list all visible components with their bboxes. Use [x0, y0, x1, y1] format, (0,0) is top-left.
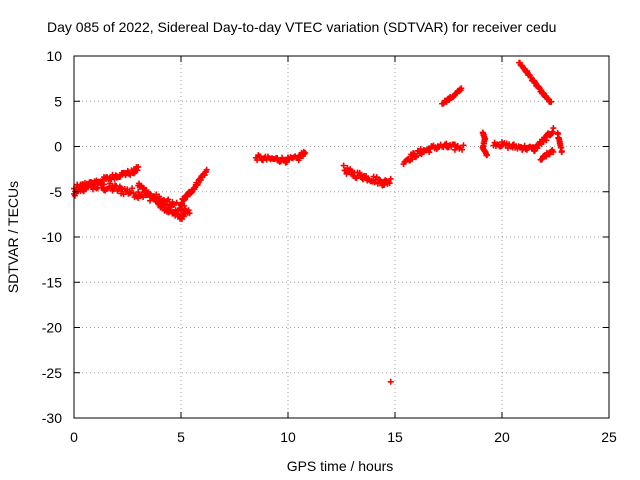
x-tick-label: 5 [177, 429, 185, 445]
data-point [203, 166, 210, 173]
x-tick-label: 15 [387, 429, 403, 445]
data-point [186, 210, 193, 217]
data-point [460, 142, 467, 149]
grid-lines [74, 56, 609, 418]
data-point [387, 175, 394, 182]
data-point [134, 167, 141, 174]
x-tick-labels: 0 5 10 15 20 25 [70, 429, 617, 445]
y-tick-label: 5 [54, 93, 62, 109]
data-point [538, 156, 545, 163]
y-tick-labels: -30 -25 -20 -15 -10 -5 0 5 10 [42, 48, 62, 426]
data-point [340, 162, 347, 169]
y-tick-label: 10 [46, 48, 62, 64]
y-tick-label: -15 [42, 274, 62, 290]
y-tick-label: -10 [42, 229, 62, 245]
axis-ticks [73, 55, 610, 419]
x-tick-label: 0 [70, 429, 78, 445]
data-point [130, 170, 137, 177]
data-point [124, 186, 131, 193]
data-point [458, 85, 465, 92]
data-point [117, 173, 124, 180]
y-tick-label: -25 [42, 365, 62, 381]
data-point [374, 180, 381, 187]
x-tick-label: 20 [494, 429, 510, 445]
y-axis-label: SDTVAR / TECUs [5, 181, 21, 293]
data-point [344, 165, 351, 172]
data-point [363, 173, 370, 180]
data-point [386, 180, 393, 187]
data-point [302, 149, 309, 156]
data-point [387, 378, 394, 385]
data-point [540, 138, 547, 145]
data-point [180, 213, 187, 220]
x-tick-label: 10 [280, 429, 296, 445]
y-tick-label: -20 [42, 320, 62, 336]
data-point [143, 187, 150, 194]
data-point [550, 148, 557, 155]
data-point [548, 98, 555, 105]
data-point [521, 142, 528, 149]
data-point [558, 148, 565, 155]
data-point [426, 149, 433, 156]
data-point [550, 125, 557, 132]
data-point [484, 151, 491, 158]
y-tick-label: -30 [42, 410, 62, 426]
data-point [135, 163, 142, 170]
data-points [71, 59, 565, 385]
data-point [165, 196, 172, 203]
data-point [160, 201, 167, 208]
data-point [129, 185, 136, 192]
data-point [357, 171, 364, 178]
data-point [382, 177, 389, 184]
y-tick-label: 0 [54, 139, 62, 155]
x-tick-label: 25 [601, 429, 617, 445]
data-point [534, 145, 541, 152]
data-point [459, 146, 466, 153]
data-point [135, 189, 142, 196]
x-axis-label: GPS time / hours [287, 458, 394, 474]
chart-title: Day 085 of 2022, Sidereal Day-to-day VTE… [47, 19, 556, 35]
y-tick-label: -5 [50, 184, 63, 200]
data-point [543, 137, 550, 144]
data-point [185, 207, 192, 214]
